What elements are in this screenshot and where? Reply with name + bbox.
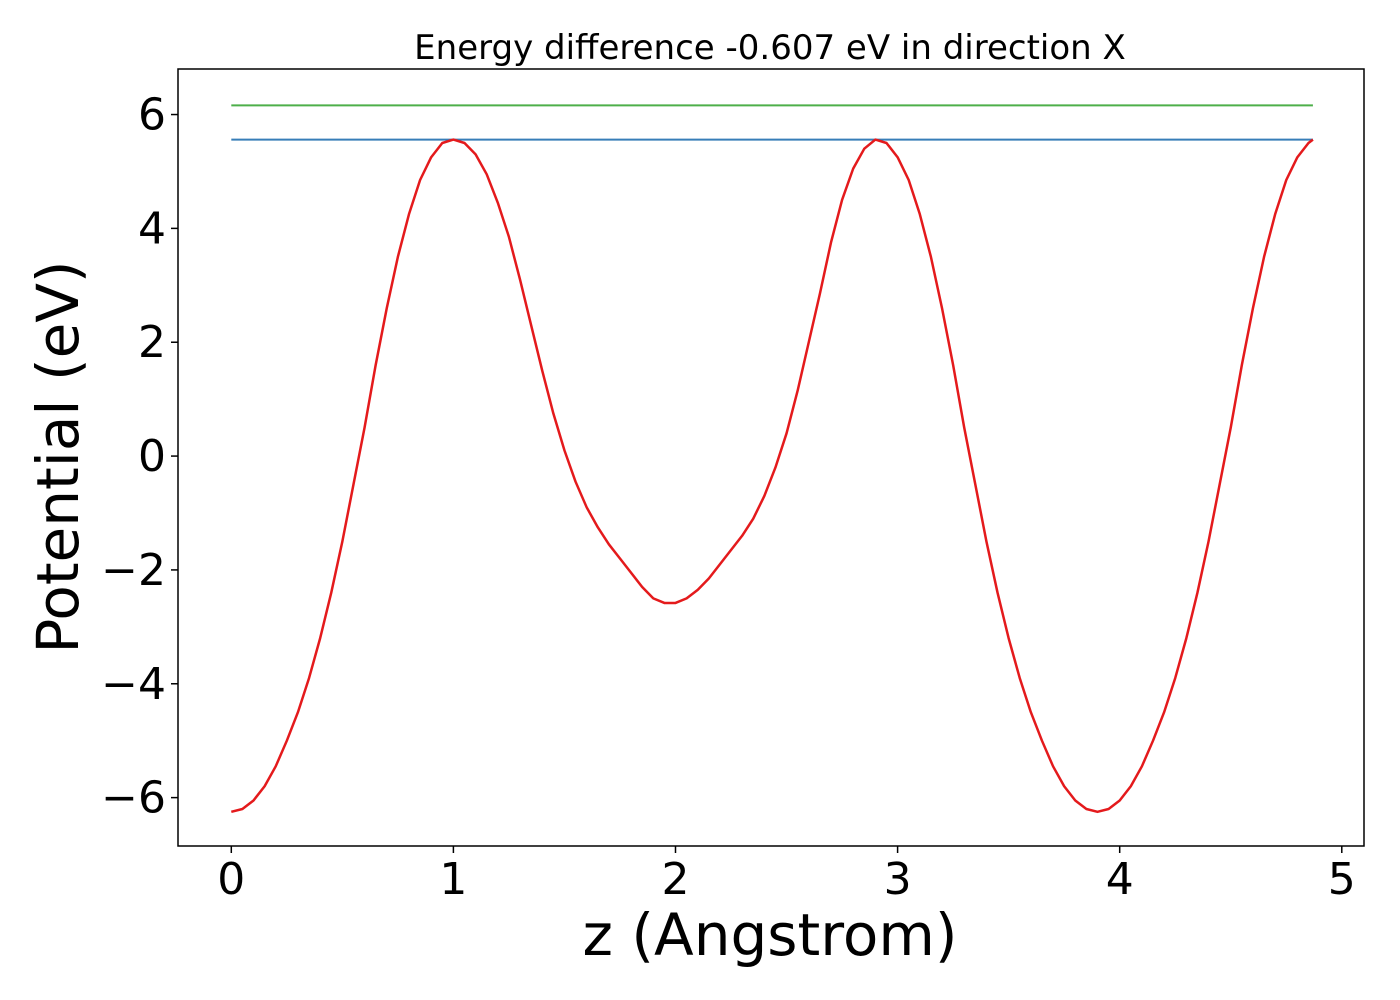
y-axis: −6 −4 −2 0 2 4 6 — [101, 90, 178, 824]
x-tick-label: 3 — [884, 854, 912, 905]
y-tick-label: 4 — [138, 203, 166, 254]
y-axis-label: Potential (eV) — [24, 260, 92, 653]
x-tick-label: 5 — [1328, 854, 1356, 905]
plot-frame — [177, 68, 1365, 847]
y-tick-label: −4 — [101, 659, 166, 710]
x-tick-label: 4 — [1106, 854, 1134, 905]
x-tick-label: 2 — [661, 854, 689, 905]
y-tick-label: 6 — [138, 90, 166, 141]
y-tick-label: −2 — [101, 545, 166, 596]
x-axis-label: z (Angstrom) — [583, 901, 958, 969]
y-tick-label: −6 — [101, 773, 166, 824]
x-axis: 0 1 2 3 4 5 — [217, 846, 1356, 905]
x-tick-label: 1 — [439, 854, 467, 905]
x-tick-label: 0 — [217, 854, 245, 905]
y-tick-label: 2 — [138, 317, 166, 368]
series-layer — [230, 104, 1314, 814]
chart-title: Energy difference -0.607 eV in direction… — [414, 28, 1126, 68]
y-tick-label: 0 — [138, 431, 166, 482]
series-line-3 — [230, 138, 1314, 814]
